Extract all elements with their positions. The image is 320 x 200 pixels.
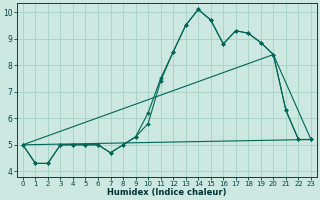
- X-axis label: Humidex (Indice chaleur): Humidex (Indice chaleur): [107, 188, 227, 197]
